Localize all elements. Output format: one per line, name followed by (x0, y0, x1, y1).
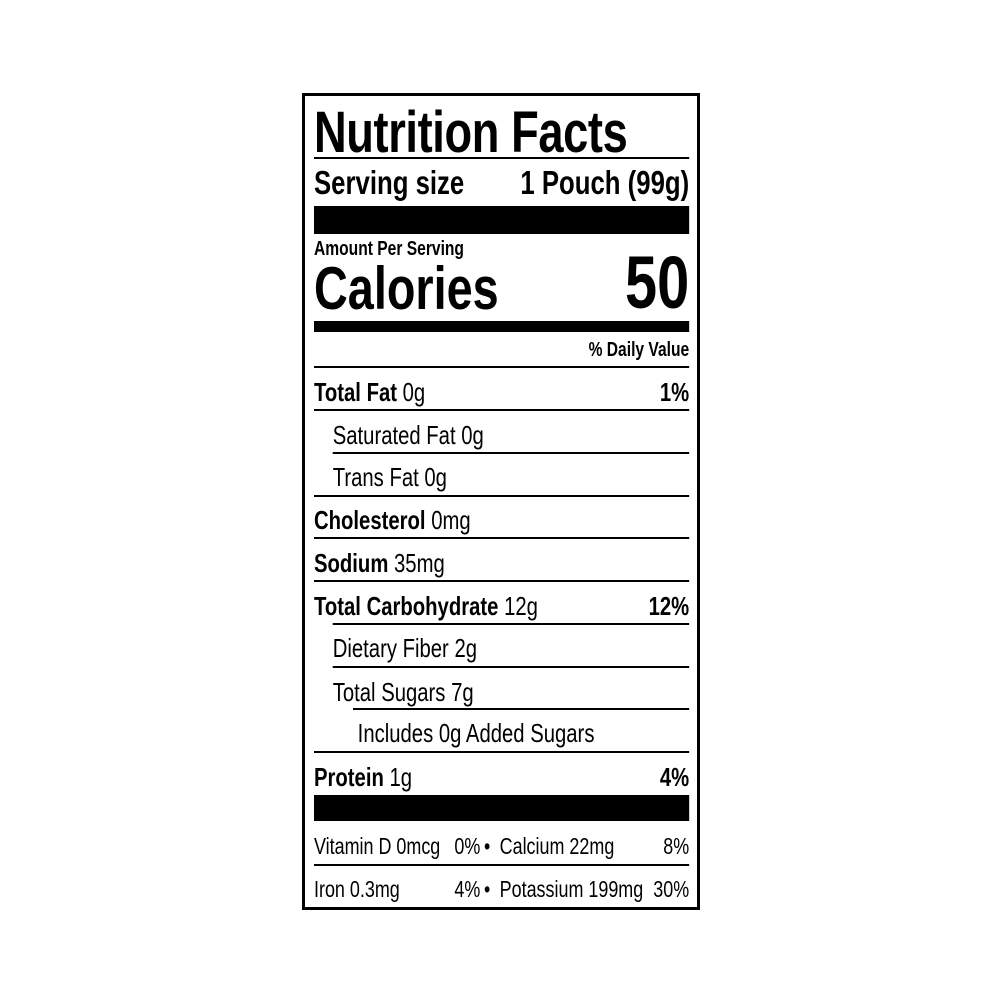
divider (314, 751, 690, 753)
medium-bar (314, 321, 690, 332)
micronutrient-row: Iron 0.3mg 4% • Potassium 199mg 30% (314, 876, 689, 906)
nutrient-name: Dietary Fiber (332, 633, 449, 663)
nutrient-row-protein: Protein 1g 4% (314, 754, 689, 794)
micronutrient-dv: 8% (663, 833, 690, 859)
nutrient-amount: 0g (424, 462, 447, 492)
nutrient-name: Sodium (314, 548, 389, 578)
divider (353, 708, 690, 710)
nutrient-amount: 0g (461, 420, 484, 450)
nutrient-amount: 0mg (431, 505, 471, 535)
nutrient-row-trans-fat: Trans Fat 0g (314, 454, 689, 494)
nutrient-row-added-sugars: Includes 0g Added Sugars (314, 710, 689, 750)
nutrient-name: Saturated Fat (332, 420, 456, 450)
nutrient-name: Total Carbohydrate (314, 591, 499, 621)
divider (314, 409, 690, 411)
divider (314, 495, 690, 497)
serving-size-label: Serving size (314, 164, 465, 201)
daily-value-header: % Daily Value (588, 339, 690, 361)
label-title: Nutrition Facts (314, 100, 628, 165)
nutrient-name: Trans Fat (332, 462, 419, 492)
nutrient-amount: 0g (402, 377, 426, 407)
nutrient-amount: 35mg (394, 548, 445, 578)
nutrient-amount: 1g (389, 762, 413, 792)
nutrient-dv: 12% (648, 591, 690, 621)
amount-per-serving: Amount Per Serving (314, 238, 464, 260)
divider (314, 537, 690, 539)
nutrient-name: Total Sugars (332, 677, 446, 707)
nutrient-amount: 2g (454, 633, 478, 663)
micronutrient-name: Calcium 22mg (499, 833, 615, 859)
calories-value: 50 (624, 241, 690, 324)
micronutrient-dv: 0% (454, 833, 481, 859)
divider (332, 666, 690, 668)
divider (314, 864, 690, 866)
nutrient-row-cholesterol: Cholesterol 0mg (314, 497, 689, 537)
divider (314, 157, 690, 159)
calories-label: Calories (314, 255, 499, 322)
nutrient-name: Includes 0g Added Sugars (357, 718, 595, 748)
thick-bar (314, 795, 690, 821)
serving-size-value: 1 Pouch (99g) (520, 164, 690, 201)
nutrient-amount: 12g (504, 591, 538, 621)
micronutrient-name: Vitamin D 0mcg (314, 833, 441, 859)
nutrient-name: Cholesterol (314, 505, 426, 535)
divider (314, 366, 690, 368)
thick-bar (314, 206, 690, 234)
micronutrient-row: Vitamin D 0mcg 0% • Calcium 22mg 8% (314, 833, 689, 863)
nutrition-facts-label: Nutrition Facts Serving size 1 Pouch (99… (302, 93, 700, 910)
nutrient-dv: 4% (659, 762, 690, 792)
nutrient-amount: 7g (451, 677, 474, 707)
bullet-separator: • (484, 876, 491, 902)
micronutrient-name: Iron 0.3mg (314, 876, 400, 902)
nutrient-row-sodium: Sodium 35mg (314, 540, 689, 580)
nutrient-row-total-fat: Total Fat 0g 1% (314, 369, 689, 409)
nutrient-dv: 1% (659, 377, 690, 407)
micronutrient-dv: 30% (653, 876, 690, 902)
nutrient-row-total-sugars: Total Sugars 7g (314, 669, 689, 709)
divider (332, 452, 690, 454)
nutrient-name: Total Fat (314, 377, 397, 407)
nutrient-row-saturated-fat: Saturated Fat 0g (314, 412, 689, 452)
divider (332, 623, 690, 625)
nutrient-row-total-carbohydrate: Total Carbohydrate 12g 12% (314, 583, 689, 623)
micronutrient-dv: 4% (454, 876, 481, 902)
bullet-separator: • (484, 833, 491, 859)
micronutrient-name: Potassium 199mg (499, 876, 644, 902)
nutrient-name: Protein (314, 762, 384, 792)
nutrient-row-dietary-fiber: Dietary Fiber 2g (314, 625, 689, 665)
divider (314, 580, 690, 582)
